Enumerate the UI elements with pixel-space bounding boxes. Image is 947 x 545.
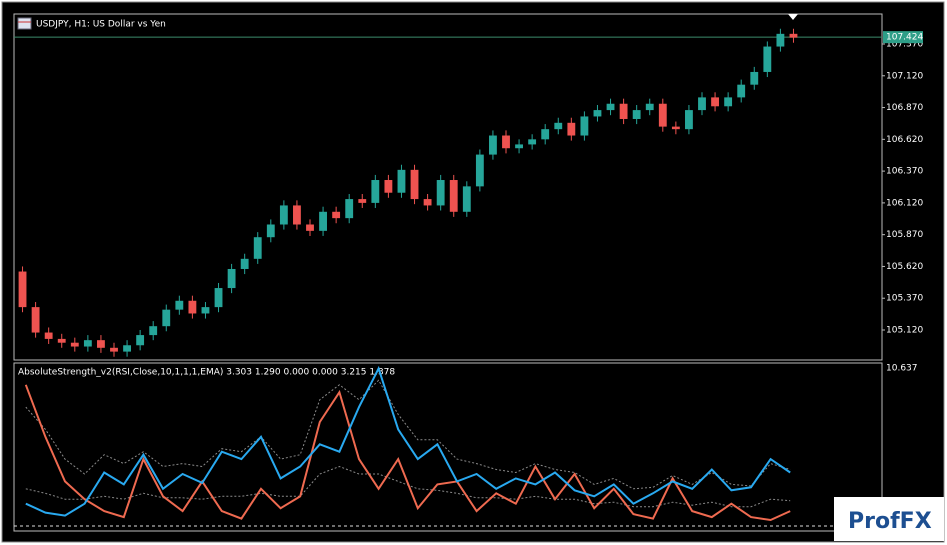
candle-body — [358, 199, 367, 203]
candle-body — [462, 186, 471, 212]
indicator-panel — [13, 362, 883, 532]
price-panel — [13, 13, 883, 361]
candle-body — [698, 97, 706, 111]
candle-body — [410, 169, 419, 200]
candle-body — [214, 288, 223, 308]
candle-body — [541, 129, 550, 140]
candle-body — [306, 224, 314, 231]
candle-body — [18, 271, 27, 308]
strength-line — [24, 384, 791, 522]
candle-body — [436, 180, 445, 206]
candle-body — [57, 338, 66, 343]
candle-body — [332, 211, 341, 219]
strength-line — [25, 365, 791, 517]
candle-body — [658, 103, 667, 127]
shift-marker — [788, 14, 798, 20]
candle-body — [110, 347, 118, 352]
candle-body — [515, 144, 523, 149]
y-tick-label: 105.620 — [886, 262, 923, 272]
candle-body — [593, 110, 602, 117]
candle-body — [619, 103, 628, 119]
candle-body — [685, 110, 693, 130]
y-tick-label: 106.120 — [886, 198, 923, 208]
candle-body — [750, 71, 759, 85]
candle-body — [293, 205, 301, 225]
candle-body — [319, 211, 327, 231]
candle-body — [175, 300, 184, 310]
candle-body — [97, 340, 105, 348]
candle-body — [763, 46, 772, 72]
candle-body — [449, 180, 458, 212]
candle-body — [123, 345, 131, 352]
candle-body — [279, 205, 288, 225]
chart-title: USDJPY, H1: US Dollar vs Yen — [36, 20, 166, 30]
candle-body — [227, 268, 236, 289]
candle-body — [528, 139, 537, 145]
candle-body — [423, 199, 432, 206]
candle-body — [253, 237, 262, 259]
candle-body — [201, 307, 210, 314]
current-price-label: 107.424 — [886, 33, 923, 43]
y-tick-label: 107.370 — [886, 39, 923, 49]
candle-body — [724, 97, 733, 107]
y-tick-label: 10.637 — [886, 363, 918, 373]
candle-body — [397, 169, 406, 193]
watermark: ProfFX — [848, 509, 932, 534]
candle-body — [162, 309, 171, 327]
candle-body — [371, 180, 380, 203]
y-tick-label: 106.620 — [886, 135, 923, 145]
candle-body — [776, 33, 785, 47]
candle-body — [475, 154, 484, 187]
candle-body — [384, 180, 393, 193]
y-tick-label: 106.870 — [886, 103, 923, 113]
indicator-title: AbsoluteStrength_v2(RSI,Close,10,1,1,1,E… — [18, 368, 395, 378]
candle-body — [70, 342, 79, 347]
candle-body — [580, 116, 589, 136]
y-tick-label: 105.370 — [886, 294, 923, 304]
candle-body — [567, 122, 576, 136]
candle-body — [83, 340, 92, 347]
candle-body — [149, 326, 158, 336]
candle-body — [136, 335, 145, 346]
candle-body — [554, 122, 563, 130]
candle-body — [789, 33, 798, 38]
candle-body — [31, 307, 40, 333]
candle-body — [44, 332, 53, 339]
candle-body — [240, 258, 249, 269]
candle-body — [502, 135, 510, 149]
candle-body — [188, 300, 197, 314]
candle-body — [711, 97, 719, 107]
candle-body — [266, 224, 275, 238]
band-line — [25, 379, 791, 490]
candle-body — [632, 110, 641, 119]
candle-body — [606, 103, 615, 111]
candle-body — [671, 126, 680, 130]
y-tick-label: 105.870 — [886, 230, 923, 240]
candle-body — [489, 135, 497, 155]
current-price-box — [883, 31, 923, 44]
y-tick-label: 105.120 — [886, 326, 923, 336]
candle-body — [345, 199, 354, 219]
symbol-icon — [17, 17, 32, 30]
candle-body — [737, 84, 746, 98]
y-tick-label: 106.370 — [886, 167, 923, 177]
watermark-box — [834, 497, 944, 541]
y-tick-label: 107.120 — [886, 71, 923, 81]
candle-body — [645, 103, 654, 111]
